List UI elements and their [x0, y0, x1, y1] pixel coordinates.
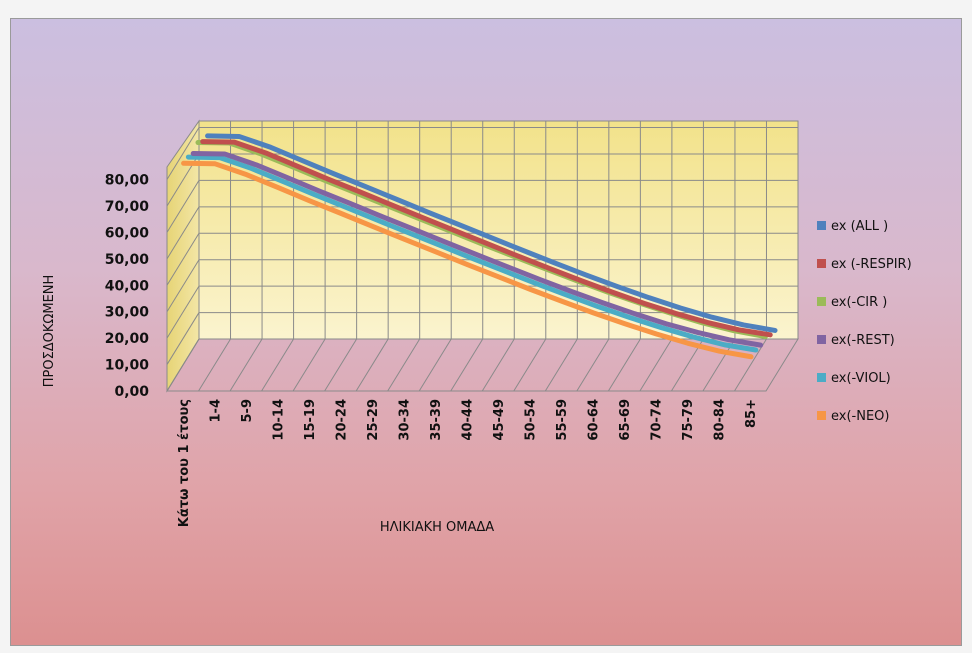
- x-tick-label: 65-69: [618, 399, 633, 441]
- y-tick-label: 0,00: [114, 384, 149, 400]
- x-tick-label: 5-9: [240, 399, 255, 423]
- x-tick-label: 55-59: [555, 399, 570, 441]
- gridline-side: [166, 127, 200, 180]
- gridline-side: [166, 285, 200, 339]
- chart-area: 0,00 10,00 20,00 30,00 40,00 50,00 60,00 70,00 8…: [10, 18, 962, 646]
- x-tick-label: 80-84: [713, 399, 728, 441]
- y-tick-label: 60,00: [105, 225, 150, 241]
- gridline-floor: [607, 338, 641, 392]
- gridline-floor: [198, 338, 231, 392]
- y-tick-label: 20,00: [105, 331, 150, 347]
- legend-swatch: [817, 259, 826, 268]
- gridline-side: [166, 206, 200, 260]
- legend-label: ex(-NEO): [831, 409, 889, 424]
- x-tick-label: 30-34: [397, 399, 412, 441]
- gridline-side: [166, 259, 200, 312]
- x-tick-label: 50-54: [524, 399, 539, 441]
- series-line-1: [200, 139, 773, 338]
- gridline-floor: [324, 338, 358, 392]
- gridline-floor: [576, 338, 610, 392]
- gridline-floor: [292, 338, 326, 392]
- x-tick-label: 35-39: [429, 399, 444, 441]
- gridline-side: [166, 312, 200, 365]
- legend-label: ex(-VIOL): [831, 371, 891, 386]
- line-chart: 0,00 10,00 20,00 30,00 40,00 50,00 60,00 70,00 8…: [42, 119, 912, 535]
- y-axis-title: ΠΡΟΣΔΟΚΩΜΕΝΗ: [42, 275, 57, 388]
- gridline-floor: [639, 338, 673, 392]
- gridline-floor: [261, 338, 295, 392]
- legend-label: ex(-REST): [831, 333, 895, 348]
- x-tick-label: 45-49: [492, 399, 507, 441]
- x-tick-label: 70-74: [650, 399, 665, 441]
- y-tick-label: 30,00: [105, 305, 150, 321]
- gridline-floor: [418, 338, 452, 392]
- x-tick-label: 10-14: [271, 399, 286, 441]
- series-line-5: [181, 160, 754, 360]
- legend-label: ex (-RESPIR): [831, 257, 912, 272]
- gridline-floor: [513, 338, 547, 392]
- legend-label: ex(-CIR ): [831, 295, 887, 310]
- gridline-side: [166, 180, 200, 233]
- y-tick-label: 40,00: [105, 278, 150, 294]
- x-tick-label: 75-79: [681, 399, 696, 441]
- legend-swatch: [817, 297, 826, 306]
- series-lines: [181, 133, 778, 360]
- series-line-4: [185, 154, 759, 353]
- x-axis-ticks: Κάτω του 1 έτους 1-4 5-9 10-14 15-19 20-24 25-…: [177, 399, 759, 527]
- x-tick-label: 15-19: [303, 399, 318, 441]
- gridline-floor: [355, 338, 389, 392]
- x-tick-label: 60-64: [587, 399, 602, 441]
- y-tick-label: 70,00: [105, 199, 150, 215]
- x-tick-label: 85+: [744, 399, 759, 428]
- legend-label: ex (ALL ): [831, 219, 888, 234]
- legend: ex (ALL ) ex (-RESPIR) ex(-CIR ) ex(-REST) e…: [817, 219, 912, 424]
- y-tick-label: 50,00: [105, 252, 150, 268]
- series-line-3: [190, 150, 764, 348]
- legend-swatch: [817, 373, 826, 382]
- gridline-floor: [229, 338, 263, 392]
- legend-swatch: [817, 335, 826, 344]
- gridline-floor: [544, 338, 578, 392]
- x-tick-label: 1-4: [208, 399, 223, 423]
- y-tick-label: 80,00: [105, 173, 150, 189]
- legend-swatch: [817, 221, 826, 230]
- x-axis-title: ΗΛΙΚΙΑΚΗ ΟΜΑΔΑ: [380, 520, 494, 535]
- gridline-floor: [481, 338, 515, 392]
- legend-swatch: [817, 411, 826, 420]
- gridline-side: [166, 338, 200, 392]
- x-tick-label: Κάτω του 1 έτους: [177, 399, 192, 527]
- gridline-floor: [734, 338, 767, 392]
- x-tick-label: 25-29: [366, 399, 381, 441]
- x-tick-label: 20-24: [334, 399, 349, 441]
- series-line-0: [205, 133, 778, 333]
- y-axis-ticks: 0,00 10,00 20,00 30,00 40,00 50,00 60,00 70,00 8…: [105, 173, 150, 400]
- y-tick-label: 10,00: [105, 358, 150, 374]
- gridline-side: [166, 233, 200, 286]
- x-tick-label: 40-44: [461, 399, 476, 441]
- gridline-floor: [387, 338, 421, 392]
- gridline-floor: [450, 338, 484, 392]
